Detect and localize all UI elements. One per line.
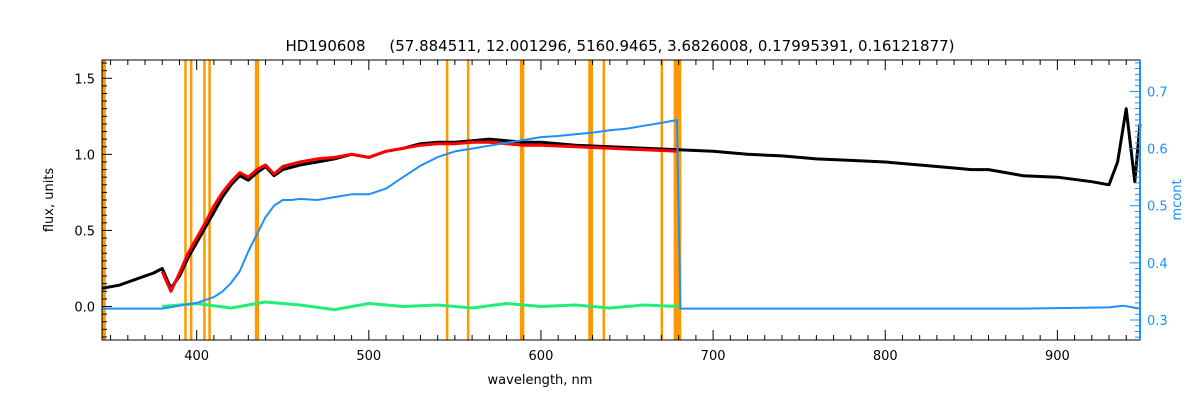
series-residual-line	[162, 300, 679, 312]
y2-tick-label: 0.6	[1147, 143, 1168, 158]
series-model-line	[160, 140, 679, 293]
chart-title: HD190608 (57.884511, 12.001296, 5160.946…	[285, 37, 954, 55]
y2-tick-label: 0.4	[1147, 257, 1168, 272]
x-tick-label: 900	[1045, 349, 1070, 364]
x-tick-label: 800	[873, 349, 898, 364]
plot-area: 400 500 600 700 800 900 0.0 0.5 1.0 1.5 0.3 0.4 0.5 0…	[74, 59, 1168, 364]
x-axis-label: wavelength, nm	[488, 373, 593, 388]
y2-axis-label: mcont	[1170, 179, 1185, 220]
x-tick-label: 700	[701, 349, 726, 364]
x-tick-label: 600	[529, 349, 554, 364]
y-tick-label: 1.5	[74, 72, 95, 87]
x-tick-label: 400	[184, 349, 209, 364]
y-axis-label: flux, units	[42, 168, 57, 233]
x-tick-label: 500	[356, 349, 381, 364]
y-tick-label: 0.0	[74, 301, 95, 316]
y-tick-label: 1.0	[74, 148, 95, 163]
y2-tick-label: 0.5	[1147, 200, 1168, 215]
y2-tick-label: 0.3	[1147, 314, 1168, 329]
y-tick-label: 0.5	[74, 224, 95, 239]
y2-tick-label: 0.7	[1147, 85, 1168, 100]
series-mcont-line	[102, 119, 1141, 310]
